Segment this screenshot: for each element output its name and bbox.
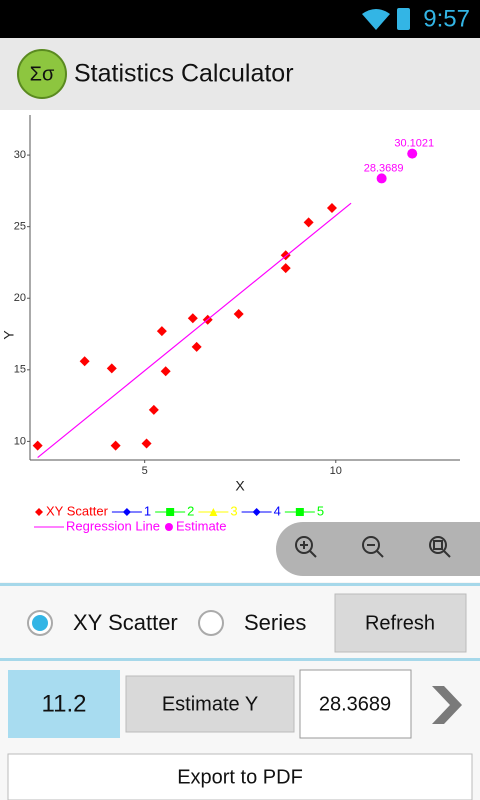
legend-marker bbox=[164, 523, 173, 531]
legend-label: 4 bbox=[274, 503, 281, 518]
radio-label: XY Scatter bbox=[73, 610, 178, 635]
next-arrow[interactable] bbox=[432, 686, 462, 724]
estimate-button[interactable] bbox=[125, 675, 295, 733]
legend-label: Regression Line bbox=[66, 518, 160, 533]
clock: 9:57 bbox=[423, 5, 470, 32]
point bbox=[326, 203, 337, 214]
legend-label: 5 bbox=[317, 503, 324, 518]
point bbox=[106, 363, 117, 374]
y-tick-label: 10 bbox=[14, 435, 26, 447]
point bbox=[191, 341, 202, 352]
legend-marker bbox=[122, 508, 131, 516]
point bbox=[280, 263, 291, 274]
legend-label: 3 bbox=[230, 503, 237, 518]
zoom-reset[interactable] bbox=[429, 536, 451, 558]
legend-marker bbox=[295, 508, 304, 516]
data-label: 30.1021 bbox=[394, 138, 434, 150]
x-input[interactable] bbox=[8, 670, 120, 738]
legend-marker bbox=[252, 508, 261, 516]
y-tick-label: 30 bbox=[14, 149, 26, 161]
point bbox=[233, 308, 244, 319]
legend-marker bbox=[209, 508, 218, 516]
radio-dot bbox=[32, 615, 48, 631]
x-axis-label: X bbox=[235, 478, 245, 494]
legend-label: 2 bbox=[187, 503, 194, 518]
x-tick-label: 10 bbox=[330, 465, 342, 477]
radio-label: Series bbox=[244, 610, 306, 635]
legend-marker bbox=[166, 508, 175, 516]
y-tick-label: 20 bbox=[14, 292, 26, 304]
point bbox=[141, 438, 152, 449]
zoom-out[interactable] bbox=[362, 536, 384, 558]
y-tick-label: 15 bbox=[14, 364, 26, 376]
point bbox=[148, 404, 159, 415]
point bbox=[187, 313, 198, 324]
legend-label: Estimate bbox=[176, 518, 227, 533]
divider bbox=[0, 583, 480, 586]
battery-icon bbox=[397, 8, 410, 30]
estimate-output-text: 28.3689 bbox=[319, 693, 391, 715]
app-icon bbox=[17, 49, 67, 99]
point bbox=[160, 366, 171, 377]
legend-label: 1 bbox=[144, 503, 151, 518]
x-tick-label: 5 bbox=[142, 465, 148, 477]
app-bar bbox=[0, 38, 480, 110]
point bbox=[32, 440, 43, 451]
app-icon-text: Σσ bbox=[30, 63, 55, 85]
radio-button[interactable] bbox=[198, 610, 224, 636]
line bbox=[37, 202, 352, 459]
point bbox=[376, 173, 387, 184]
x-input-text: 11.2 bbox=[42, 690, 87, 717]
point bbox=[110, 440, 121, 451]
export-button[interactable] bbox=[7, 753, 473, 800]
refresh-button[interactable] bbox=[334, 593, 467, 653]
zoom-in[interactable] bbox=[295, 536, 317, 558]
point bbox=[280, 250, 291, 261]
refresh-label: Refresh bbox=[365, 612, 435, 634]
point bbox=[303, 217, 314, 228]
estimate-label: Estimate Y bbox=[162, 693, 258, 715]
y-tick-label: 25 bbox=[14, 221, 26, 233]
point bbox=[156, 326, 167, 337]
export-label: Export to PDF bbox=[177, 766, 303, 788]
point bbox=[79, 356, 90, 367]
chart-panel bbox=[0, 110, 480, 582]
legend-marker bbox=[35, 508, 43, 516]
legend-label: XY Scatter bbox=[46, 503, 109, 518]
divider bbox=[0, 658, 480, 661]
y-axis-label: Y bbox=[1, 330, 17, 340]
data-label: 28.3689 bbox=[364, 162, 404, 174]
app-title: Statistics Calculator bbox=[74, 60, 294, 88]
wifi-icon bbox=[362, 9, 390, 30]
point bbox=[407, 148, 418, 159]
estimate-output bbox=[299, 669, 412, 739]
